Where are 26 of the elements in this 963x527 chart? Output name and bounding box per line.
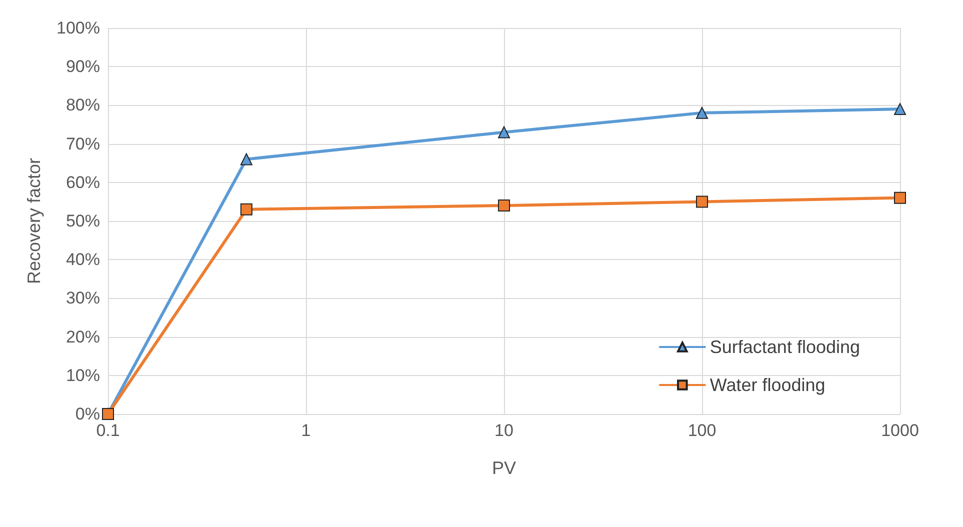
point [498,200,510,212]
point [696,196,708,208]
point [894,103,906,116]
y-axis-title: Recovery factor [24,158,44,284]
y-tick-label: 50% [66,212,100,230]
y-tick-label: 100% [56,18,100,38]
point [696,106,708,119]
legend-label: Water flooding [710,375,826,395]
x-tick-label: 1000 [881,421,919,440]
x-tick-label: 1 [301,421,311,440]
y-tick-label: 70% [66,134,100,154]
x-tick-label: 0.1 [96,421,120,440]
point [498,126,510,138]
x-tick-label: 100 [688,421,716,440]
y-tick-label: 20% [66,327,100,346]
y-tick-label: 80% [66,96,100,115]
y-tick-label: 90% [66,57,100,76]
y-tick-label: 0% [75,404,100,424]
y-tick-label: 30% [66,288,100,308]
y-tick-label: 10% [66,366,100,385]
x-tick-label: 10 [494,421,514,440]
y-tick-label: 40% [66,250,100,270]
y-tick-label: 60% [66,172,100,192]
point [894,192,906,204]
legend-label: Surfactant flooding [710,337,860,357]
x-axis-title: PV [492,458,516,478]
